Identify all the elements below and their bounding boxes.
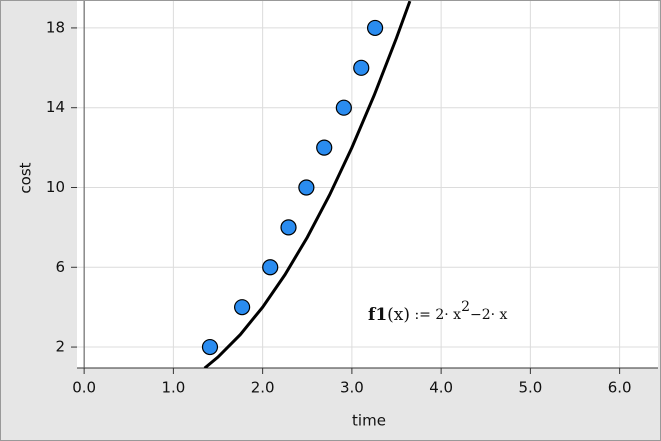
x-tick-label: 5.0	[518, 379, 542, 397]
x-axis-label: time	[352, 412, 386, 430]
point	[201, 338, 219, 356]
x-tick-label: 2.0	[251, 379, 275, 397]
point	[353, 59, 370, 76]
y-tick-label: 6	[55, 258, 65, 276]
function-curve	[203, 0, 412, 368]
point	[335, 99, 352, 116]
point	[234, 299, 251, 316]
point	[298, 179, 315, 196]
y-tick-label: 18	[46, 18, 65, 36]
y-tick-label: 2	[55, 338, 65, 356]
point	[262, 259, 279, 276]
point	[316, 139, 333, 156]
annotation-part: (x)	[387, 305, 410, 325]
annotation: f1(x) := 2· x2−2· x	[368, 299, 508, 325]
x-tick-label: 6.0	[608, 379, 632, 397]
annotation-part: −2· x	[470, 307, 508, 323]
y-axis-label: cost	[17, 162, 35, 193]
y-tick-label: 10	[46, 178, 65, 196]
x-tick-label: 4.0	[429, 379, 453, 397]
point	[280, 219, 297, 236]
annotation-part: f1	[368, 305, 387, 325]
point	[366, 19, 384, 37]
x-tick-label: 3.0	[340, 379, 364, 397]
x-tick-label: 1.0	[161, 379, 185, 397]
x-tick-label: 0.0	[72, 379, 96, 397]
y-tick-label: 14	[46, 98, 65, 116]
annotation-part: := 2· x	[410, 307, 461, 323]
annotation-part: 2	[461, 299, 470, 315]
